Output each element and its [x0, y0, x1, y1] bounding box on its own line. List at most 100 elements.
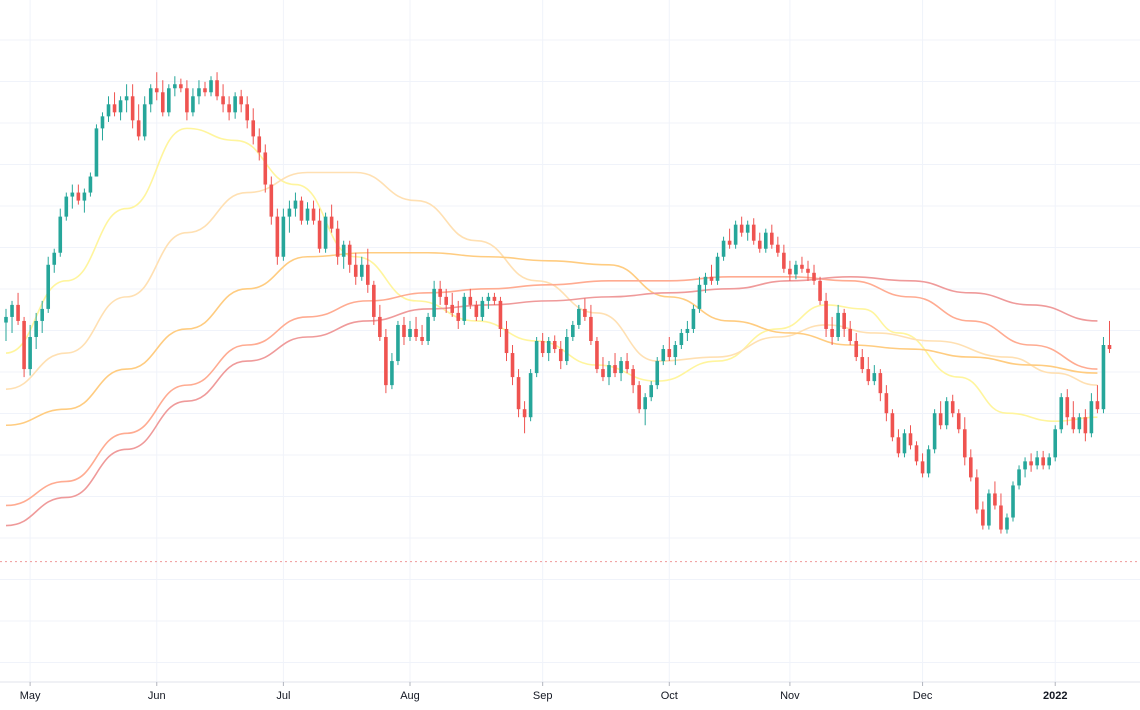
- candle-body: [498, 300, 503, 329]
- candle: [999, 493, 1003, 534]
- candle-body: [444, 296, 448, 305]
- candle: [528, 369, 533, 422]
- candle: [474, 300, 479, 321]
- candle: [408, 320, 412, 341]
- candle: [776, 236, 780, 257]
- x-tick-label: Dec: [913, 690, 933, 702]
- candle: [438, 280, 442, 305]
- candle: [263, 144, 268, 193]
- candle-body: [999, 505, 1003, 530]
- candle-body: [962, 429, 967, 458]
- candle: [1089, 393, 1094, 438]
- candle: [866, 357, 871, 386]
- candle-body: [347, 244, 352, 265]
- candle: [444, 288, 448, 313]
- candle: [1065, 389, 1070, 426]
- candle: [347, 240, 352, 273]
- candle: [468, 288, 473, 309]
- candle-body: [601, 369, 605, 378]
- candle: [492, 292, 497, 305]
- candle: [757, 232, 762, 253]
- candle: [836, 304, 840, 341]
- candle-body: [745, 224, 750, 233]
- candle: [1077, 413, 1082, 434]
- candle-body: [715, 256, 720, 281]
- candle: [1047, 453, 1051, 470]
- moving-average-line-4: [5, 276, 1098, 507]
- candle-body: [221, 96, 225, 105]
- x-tick-label: Sep: [533, 690, 553, 702]
- candle-body: [709, 276, 714, 281]
- candle-body: [100, 116, 105, 129]
- candle: [52, 248, 57, 273]
- candle-body: [432, 288, 436, 317]
- candle-body: [637, 385, 641, 410]
- candle: [329, 204, 334, 233]
- candle: [842, 308, 846, 337]
- candle-body: [564, 336, 569, 362]
- candle: [378, 304, 382, 341]
- candle-body: [173, 84, 177, 89]
- x-tick-label: 2022: [1043, 690, 1067, 702]
- x-tick-label: Oct: [661, 690, 678, 702]
- candle-body: [878, 373, 883, 394]
- candle: [64, 192, 69, 221]
- candle-body: [902, 433, 907, 454]
- candle: [546, 336, 551, 362]
- candle: [794, 260, 798, 280]
- candle: [305, 202, 310, 225]
- candle: [118, 96, 123, 121]
- candle-body: [528, 373, 533, 418]
- candle-body: [504, 328, 509, 354]
- candle-body: [474, 304, 479, 317]
- candle-body: [950, 401, 955, 414]
- candle-body: [1107, 345, 1112, 350]
- candle-body: [378, 316, 382, 337]
- candle: [1107, 320, 1112, 354]
- candle-body: [763, 232, 768, 249]
- candle-body: [269, 184, 274, 217]
- candle: [920, 453, 925, 478]
- candle-body: [390, 361, 394, 386]
- candle: [956, 409, 961, 434]
- candle: [782, 244, 786, 273]
- candle-body: [185, 88, 189, 113]
- candle-body: [932, 413, 937, 450]
- candle: [589, 304, 593, 346]
- candle-body: [372, 284, 376, 317]
- candle: [504, 320, 509, 362]
- candle: [432, 280, 436, 321]
- candle: [896, 429, 901, 458]
- candle: [1059, 393, 1064, 434]
- candle-body: [691, 308, 696, 329]
- candle: [571, 320, 575, 341]
- candle-body: [64, 196, 69, 217]
- candle: [209, 76, 213, 97]
- candle-body: [890, 413, 895, 438]
- candle: [691, 304, 696, 333]
- candle: [516, 369, 521, 418]
- candle: [58, 208, 63, 257]
- candle-body: [589, 316, 593, 341]
- candle-body: [317, 220, 322, 249]
- candle-body: [836, 312, 840, 337]
- candle-body: [1005, 517, 1009, 530]
- candle-body: [335, 228, 340, 257]
- candle: [667, 336, 672, 362]
- candle-body: [1011, 485, 1015, 518]
- candle: [860, 349, 865, 374]
- candle: [884, 385, 889, 422]
- candle-body: [492, 296, 497, 301]
- candle: [185, 80, 189, 121]
- candle: [1035, 450, 1039, 470]
- candle: [739, 216, 744, 237]
- candle-body: [1095, 401, 1100, 410]
- candle-body: [619, 361, 623, 374]
- candle: [82, 188, 87, 213]
- candle-body: [510, 353, 515, 378]
- candle: [323, 212, 328, 253]
- candle: [450, 292, 455, 317]
- candle-body: [245, 104, 249, 121]
- candle-body: [426, 316, 430, 341]
- candle-body: [1071, 417, 1076, 430]
